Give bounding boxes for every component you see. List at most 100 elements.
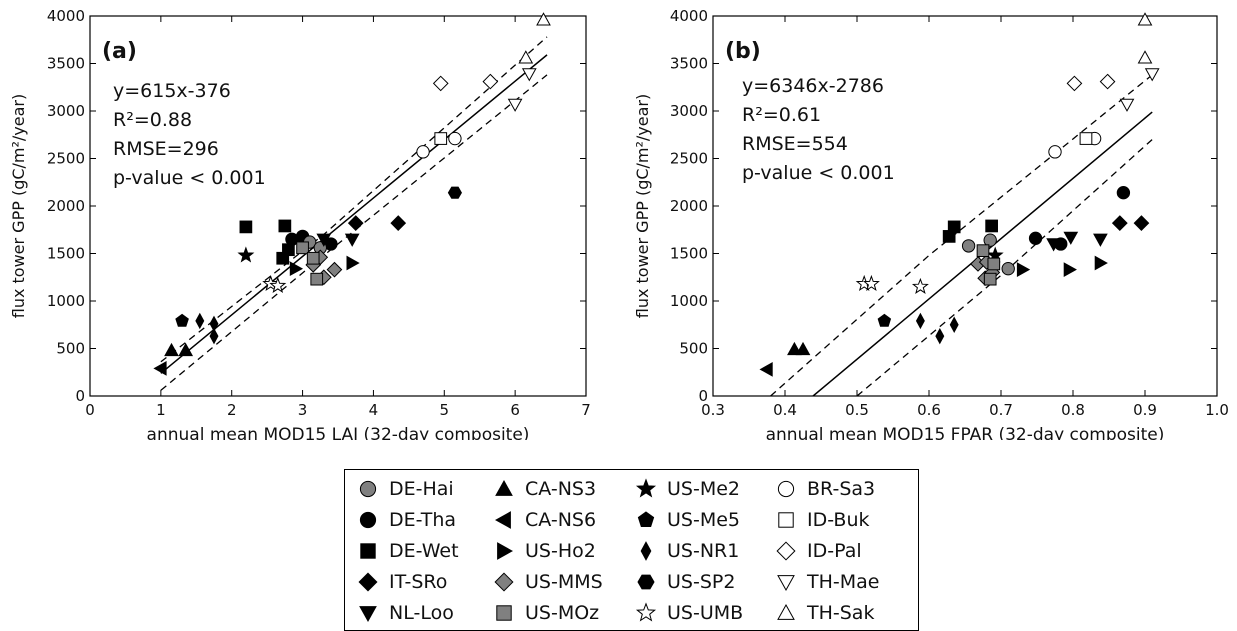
data-point-us-mms xyxy=(326,261,343,278)
legend-label: NL-Loo xyxy=(389,602,454,624)
data-point-de-hai xyxy=(983,233,997,247)
data-point-de-wet xyxy=(985,219,998,233)
legend-marker-us-me2 xyxy=(635,478,657,498)
legend-marker-icon xyxy=(358,572,378,592)
data-point-us-moz xyxy=(310,272,324,286)
legend-item-us-me2: US-Me2 xyxy=(635,474,740,504)
panel-label: (a) xyxy=(102,39,137,64)
legend-label: US-Me5 xyxy=(667,509,740,531)
legend-item-de-wet: DE-Wet xyxy=(357,536,459,566)
legend-marker-de-hai xyxy=(359,480,377,498)
y-axis-label: flux tower GPP (gC/m²/year) xyxy=(9,94,28,319)
legend-marker-ca-ns6 xyxy=(494,511,511,529)
legend-marker-icon xyxy=(776,541,796,561)
y-tick-label: 4000 xyxy=(47,7,85,25)
data-point-id-pal xyxy=(1066,75,1083,92)
legend-item-it-sro: IT-SRo xyxy=(357,567,447,597)
data-point-th-mae xyxy=(507,98,523,112)
x-tick-label: 0 xyxy=(85,401,95,419)
y-tick-label: 500 xyxy=(56,340,85,358)
legend-marker-icon xyxy=(359,511,377,529)
legend-label: IT-SRo xyxy=(389,571,448,593)
x-axis-label: annual mean MOD15 FPAR (32-day composite… xyxy=(766,425,1165,440)
data-point-us-me2 xyxy=(237,246,255,263)
data-point-id-pal xyxy=(432,75,449,92)
legend-item-us-me5: US-Me5 xyxy=(635,505,740,535)
y-tick-label: 2500 xyxy=(670,150,708,168)
data-point-ca-ns3 xyxy=(795,341,811,356)
data-point-de-wet xyxy=(947,220,961,234)
data-point-it-sro xyxy=(390,215,407,232)
legend-marker-icon xyxy=(640,541,652,561)
data-point-br-sa3 xyxy=(416,145,430,159)
x-tick-label: 0.3 xyxy=(701,401,725,419)
legend-item-us-mms: US-MMS xyxy=(493,567,603,597)
legend-item-br-sa3: BR-Sa3 xyxy=(775,474,875,504)
legend-marker-us-sp2 xyxy=(637,574,655,590)
legend-label: TH-Mae xyxy=(807,571,880,593)
legend-marker-icon xyxy=(496,605,512,621)
data-point-it-sro xyxy=(1133,215,1150,232)
panel-a: 0 1 2 3 4 5 6 7 0 500 1000 1500 2000 2500 3000 3500 4000… xyxy=(9,7,591,440)
legend: DE-Hai DE-Tha DE-Wet IT-SRo NL-Loo CA-NS3 CA-N… xyxy=(344,469,919,631)
y-tick-label: 1000 xyxy=(47,292,85,310)
panel-label: (b) xyxy=(725,39,761,64)
data-point-id-pal xyxy=(482,73,499,90)
legend-marker-ca-ns3 xyxy=(495,479,513,496)
legend-marker-icon xyxy=(359,480,377,498)
data-point-it-sro xyxy=(1111,215,1128,232)
x-tick-label: 0.5 xyxy=(845,401,869,419)
legend-marker-icon xyxy=(360,543,376,559)
data-point-us-moz xyxy=(306,251,320,265)
data-point-us-nr1 xyxy=(209,315,219,332)
legend-item-nl-loo: NL-Loo xyxy=(357,598,454,628)
chart-canvas: 0 1 2 3 4 5 6 7 0 500 1000 1500 2000 2500 3000 3500 4000… xyxy=(9,7,1229,440)
x-tick-label: 0.4 xyxy=(773,401,797,419)
data-point-us-me5 xyxy=(175,313,189,327)
data-point-us-umb xyxy=(269,276,287,293)
y-tick-label: 4000 xyxy=(670,7,708,25)
legend-marker-icon xyxy=(359,606,377,623)
legend-marker-icon xyxy=(777,480,795,498)
legend-label: ID-Pal xyxy=(807,540,862,562)
data-point-us-umb xyxy=(911,277,929,294)
data-point-th-sak xyxy=(1137,50,1153,64)
annotation-2: RMSE=296 xyxy=(113,138,219,160)
y-tick-label: 3500 xyxy=(47,55,85,73)
data-point-us-moz xyxy=(296,241,309,255)
legend-item-th-mae: TH-Mae xyxy=(775,567,879,597)
annotation-2: RMSE=554 xyxy=(742,133,848,155)
data-point-br-sa3 xyxy=(448,131,462,146)
x-tick-label: 3 xyxy=(298,401,308,419)
y-tick-label: 1500 xyxy=(670,245,708,263)
data-point-de-wet xyxy=(278,219,292,233)
legend-label: US-MOz xyxy=(525,602,600,624)
y-axis-label: flux tower GPP (gC/m²/year) xyxy=(633,94,652,319)
data-point-th-mae xyxy=(1119,98,1135,112)
annotation-1: R²=0.61 xyxy=(742,104,821,126)
x-tick-label: 0.6 xyxy=(917,401,941,419)
y-tick-label: 1500 xyxy=(47,245,85,263)
legend-marker-us-umb xyxy=(635,602,657,622)
data-point-us-moz xyxy=(976,244,990,258)
y-tick-label: 2000 xyxy=(47,197,85,215)
x-tick-label: 5 xyxy=(440,401,450,419)
data-point-id-pal xyxy=(1099,73,1116,90)
y-tick-label: 3500 xyxy=(670,55,708,73)
data-point-th-sak xyxy=(518,50,534,64)
data-point-th-sak xyxy=(1137,12,1153,26)
legend-marker-us-me5 xyxy=(637,511,655,527)
legend-item-us-umb: US-UMB xyxy=(635,598,743,628)
plot-frame xyxy=(712,15,1218,397)
data-point-us-sp2 xyxy=(447,186,462,199)
legend-item-ca-ns6: CA-NS6 xyxy=(493,505,596,535)
legend-label: US-SP2 xyxy=(667,571,736,593)
legend-marker-us-moz xyxy=(496,605,512,621)
y-tick-label: 1000 xyxy=(670,292,708,310)
data-point-nl-loo xyxy=(1063,231,1079,245)
y-tick-label: 3000 xyxy=(47,102,85,120)
plot-frame xyxy=(89,15,587,397)
legend-marker-icon xyxy=(494,511,511,529)
legend-marker-id-pal xyxy=(776,541,796,561)
data-point-us-ho2 xyxy=(289,261,304,277)
